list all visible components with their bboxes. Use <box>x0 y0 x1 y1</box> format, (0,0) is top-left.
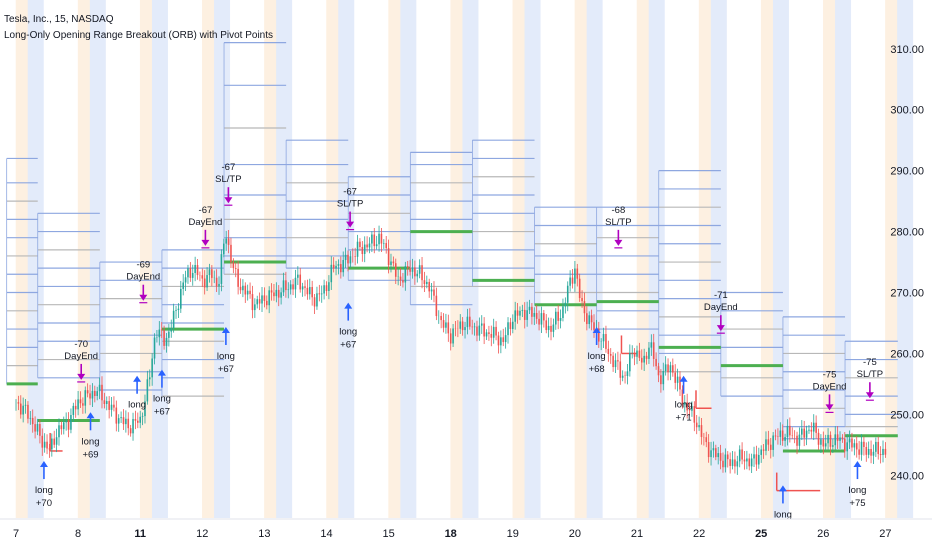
exit-pnl-label: -69 <box>136 260 150 271</box>
premarket-band <box>400 0 417 518</box>
x-tick-label: 11 <box>134 528 146 540</box>
exit-arrow-head <box>825 404 834 411</box>
exit-arrow-head <box>224 197 233 204</box>
x-tick-label: 20 <box>569 528 581 540</box>
exit-reason-label: DayEnd <box>188 217 222 228</box>
exit-arrow-head <box>77 373 86 380</box>
y-tick-label: 250.00 <box>890 409 924 421</box>
exit-arrow-head <box>201 239 210 246</box>
y-tick-label: 300.00 <box>890 105 924 117</box>
entry-arrow-head <box>679 375 688 382</box>
y-tick-label: 310.00 <box>890 44 924 56</box>
premarket-band <box>648 0 665 518</box>
exit-reason-label: DayEnd <box>126 272 160 283</box>
entry-pnl-label: +67 <box>340 340 356 351</box>
entry-label: long <box>217 351 235 362</box>
y-tick-label: 260.00 <box>890 348 924 360</box>
y-tick-label: 290.00 <box>890 166 924 178</box>
exit-pnl-label: -71 <box>714 290 728 301</box>
x-tick-label: 19 <box>507 528 519 540</box>
exit-arrow-head <box>716 325 725 332</box>
entry-label: long <box>848 485 866 496</box>
chart-title: Tesla, Inc., 15, NASDAQ <box>4 14 114 25</box>
entry-arrow-head <box>592 326 601 333</box>
entry-label: long <box>35 485 53 496</box>
x-tick-label: 18 <box>445 528 457 540</box>
entry-label: long <box>675 400 693 411</box>
premarket-band <box>835 0 852 518</box>
session-bands <box>15 0 914 518</box>
exit-pnl-label: -67 <box>199 205 213 216</box>
entry-label: long <box>339 327 357 338</box>
exit-arrow-head <box>139 294 148 301</box>
premarket-band <box>897 0 914 518</box>
exit-reason-label: DayEnd <box>813 381 847 392</box>
entry-pnl-label: +70 <box>36 498 52 509</box>
exit-reason-label: SL/TP <box>605 217 631 228</box>
premarket-band <box>462 0 479 518</box>
chart-subtitle: Long-Only Opening Range Breakout (ORB) w… <box>4 30 273 41</box>
trade-markers: long +70 long +69 long long +67 long +67 long +67 l… <box>35 162 883 520</box>
entry-pnl-label: +68 <box>589 364 605 375</box>
exit-reason-label: DayEnd <box>64 351 98 362</box>
exit-reason-label: DayEnd <box>704 302 738 313</box>
exit-pnl-label: -68 <box>612 205 626 216</box>
exit-arrow-head <box>614 239 623 246</box>
premarket-band <box>524 0 541 518</box>
x-tick-label: 21 <box>631 528 643 540</box>
entry-pnl-label: +75 <box>849 498 865 509</box>
x-tick-label: 13 <box>258 528 270 540</box>
exit-pnl-label: -75 <box>863 357 877 368</box>
x-tick-label: 25 <box>755 528 767 540</box>
x-tick-label: 22 <box>693 528 705 540</box>
y-tick-label: 270.00 <box>890 288 924 300</box>
x-tick-label: 8 <box>75 528 81 540</box>
entry-pnl-label: +67 <box>218 364 234 375</box>
entry-arrow-head <box>133 375 142 382</box>
entry-arrow-head <box>39 461 48 468</box>
price-series <box>15 225 887 475</box>
x-tick-label: 15 <box>382 528 394 540</box>
entry-arrow-head <box>221 326 230 333</box>
exit-pnl-label: -67 <box>343 187 357 198</box>
entry-label: long <box>588 351 606 362</box>
x-axis: 7 8 11 12 13 14 15 18 19 20 21 22 25 26 27 <box>0 518 932 540</box>
premarket-band <box>772 0 789 518</box>
exit-reason-label: SL/TP <box>337 199 363 210</box>
premarket-band <box>151 0 168 518</box>
exit-arrow-head <box>346 221 355 228</box>
entry-arrow-head <box>157 369 166 376</box>
entry-arrow-head <box>344 302 353 309</box>
y-tick-label: 240.00 <box>890 470 924 482</box>
exit-pnl-label: -67 <box>222 162 236 173</box>
entry-arrow-head <box>853 461 862 468</box>
entry-arrow-head <box>778 485 787 492</box>
entry-label: long <box>153 394 171 405</box>
entry-arrow-head <box>86 412 95 419</box>
x-tick-label: 12 <box>196 528 208 540</box>
x-tick-label: 7 <box>13 528 19 540</box>
exit-reason-label: SL/TP <box>215 174 241 185</box>
premarket-band <box>276 0 293 518</box>
premarket-band <box>710 0 727 518</box>
entry-label: long <box>774 509 792 520</box>
exit-pnl-label: -70 <box>74 339 88 350</box>
exit-pnl-label: -75 <box>823 369 837 380</box>
exit-arrow-head <box>865 392 874 399</box>
x-tick-label: 14 <box>320 528 332 540</box>
x-tick-label: 26 <box>817 528 829 540</box>
exit-reason-label: SL/TP <box>857 369 883 380</box>
entry-pnl-label: +67 <box>154 407 170 418</box>
entry-label: long <box>82 436 100 447</box>
entry-pnl-label: +69 <box>82 449 98 460</box>
x-tick-label: 27 <box>879 528 891 540</box>
y-axis: 310.00 300.00 290.00 280.00 270.00 260.00 250.… <box>890 44 924 483</box>
entry-label: long <box>128 400 146 411</box>
premarket-band <box>27 0 44 518</box>
entry-pnl-label: +71 <box>676 413 692 424</box>
y-tick-label: 280.00 <box>890 227 924 239</box>
premarket-band <box>586 0 603 518</box>
